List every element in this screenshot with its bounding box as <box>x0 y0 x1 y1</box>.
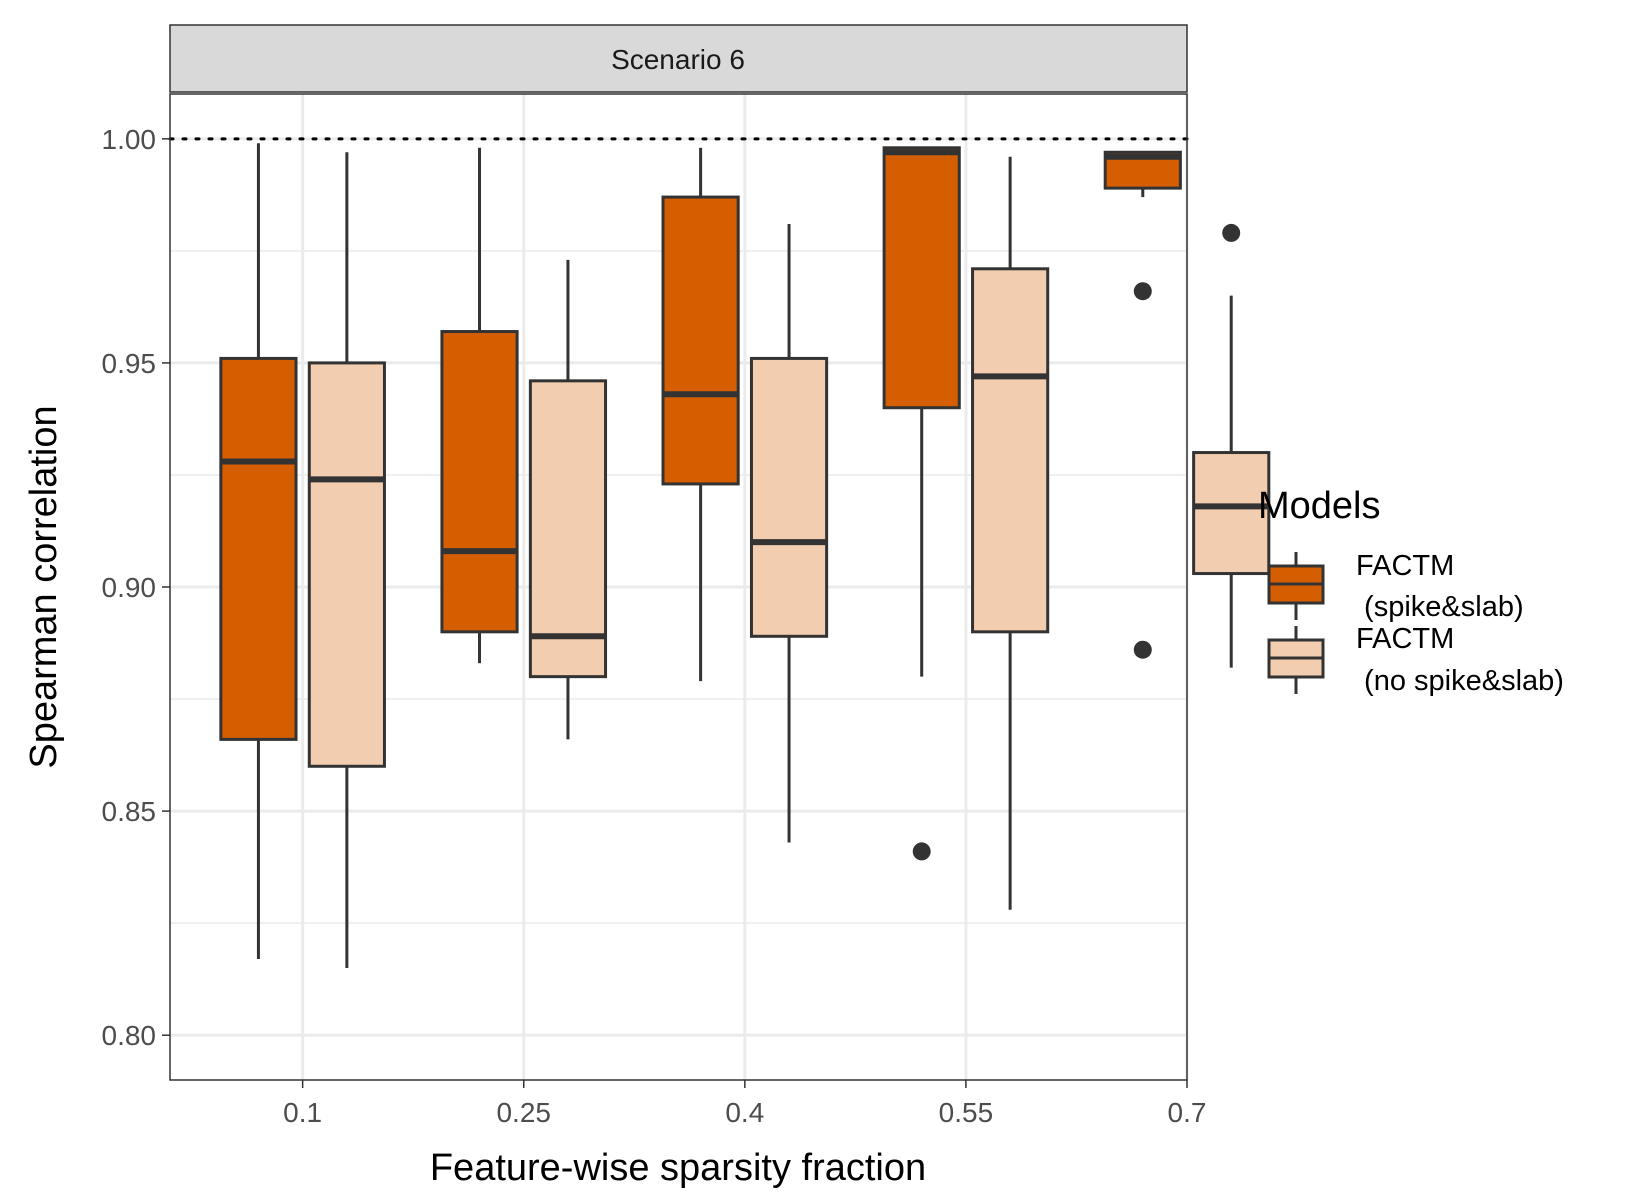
legend-label-spike-slab-line2: (spike&slab) <box>1356 591 1524 623</box>
x-tick-label: 0.7 <box>1168 1097 1207 1128</box>
y-tick-label: 1.00 <box>102 124 157 155</box>
x-tick-label: 0.25 <box>496 1097 551 1128</box>
box-0-2 <box>661 147 740 682</box>
box-iqr <box>440 330 519 634</box>
outlier-point <box>1133 640 1152 659</box>
box-iqr <box>971 267 1050 634</box>
y-tick-label: 0.85 <box>102 796 157 827</box>
box-1-1 <box>528 259 608 740</box>
x-axis-title: Feature-wise sparsity fraction <box>430 1147 926 1189</box>
legend: Models FACTM (spike&slab) FACTM (no spik… <box>1258 485 1564 697</box>
x-tick-label: 0.4 <box>725 1097 764 1128</box>
box-iqr <box>749 356 829 638</box>
y-axis: 0.80 0.85 0.90 0.95 1.00 <box>102 124 170 1051</box>
box-1-4 <box>1192 223 1271 668</box>
box-series <box>219 143 1271 968</box>
facet-strip: Scenario 6 <box>169 24 1188 93</box>
box-iqr <box>528 379 608 679</box>
outlier-point <box>1222 223 1241 242</box>
box-0-0 <box>219 143 298 959</box>
y-axis-title: Spearman correlation <box>23 405 65 768</box>
box-iqr <box>307 361 386 768</box>
box-iqr <box>1192 451 1271 576</box>
box-iqr <box>661 195 740 486</box>
outlier-point <box>1133 282 1152 301</box>
x-tick-label: 0.1 <box>283 1097 322 1128</box>
facet-strip-label: Scenario 6 <box>611 44 745 75</box>
x-axis: 0.1 0.25 0.4 0.55 0.7 <box>283 1080 1206 1128</box>
facet-strip-background <box>169 24 1188 93</box>
box-1-3 <box>971 156 1050 910</box>
legend-keys <box>1267 552 1325 694</box>
y-tick-label: 0.90 <box>102 572 157 603</box>
legend-label-no-spike-slab-line1: FACTM <box>1356 623 1454 655</box>
box-iqr <box>882 146 961 410</box>
legend-label-no-spike-slab-line2: (no spike&slab) <box>1356 665 1564 697</box>
x-tick-label: 0.55 <box>939 1097 994 1128</box>
y-tick-label: 0.95 <box>102 348 157 379</box>
outlier-point <box>912 842 931 861</box>
legend-title: Models <box>1258 485 1381 527</box>
box-0-3 <box>882 146 961 861</box>
box-iqr <box>219 356 298 741</box>
box-1-2 <box>749 223 829 843</box>
box-0-4 <box>1103 150 1182 659</box>
legend-label-spike-slab-line1: FACTM <box>1356 550 1454 582</box>
legend-key-1 <box>1267 626 1325 694</box>
y-tick-label: 0.80 <box>102 1020 157 1051</box>
legend-key-0 <box>1267 552 1325 620</box>
box-1-0 <box>307 152 386 968</box>
box-0-1 <box>440 147 519 664</box>
